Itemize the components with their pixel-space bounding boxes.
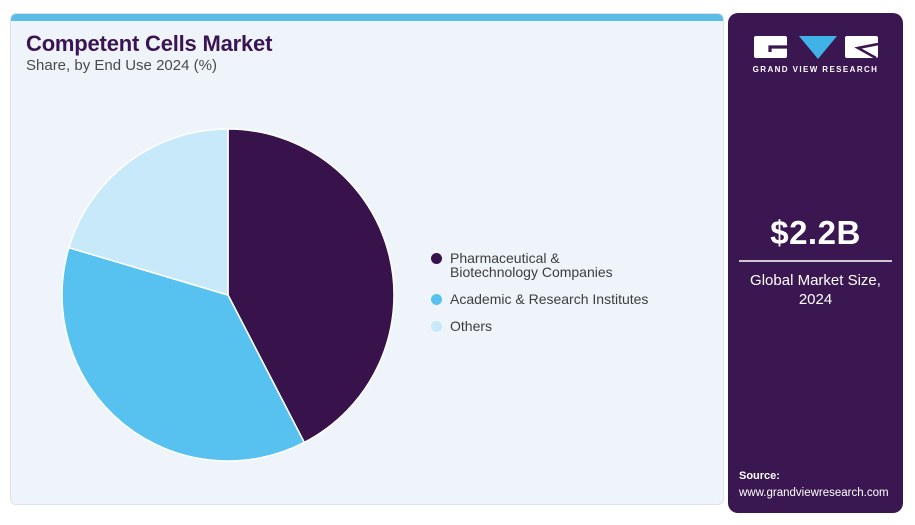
legend-item: Academic & Research Institutes: [431, 292, 648, 306]
source-label: Source:: [739, 470, 780, 482]
source-url-link[interactable]: www.grandviewresearch.com: [739, 487, 889, 499]
pie-chart: [56, 123, 400, 467]
market-size-block: $2.2B Global Market Size, 2024: [728, 214, 903, 309]
source-block: Source: www.grandviewresearch.com: [739, 469, 889, 501]
market-size-label: Global Market Size, 2024: [750, 272, 881, 308]
chart-title: Competent Cells Market: [26, 31, 273, 56]
legend-item: Others: [431, 319, 648, 333]
pie-slice-1: [61, 246, 306, 462]
chart-subtitle: Share, by End Use 2024 (%): [26, 57, 217, 74]
legend-dot-icon: [431, 294, 442, 305]
market-size-divider: [739, 260, 892, 262]
gvr-logo: [728, 35, 903, 66]
pie-slice-2: [68, 128, 229, 296]
legend-dot-icon: [431, 321, 442, 332]
legend-label: Others: [450, 318, 493, 334]
pie-slice-0: [227, 128, 395, 444]
logo-wordmark: GRAND VIEW RESEARCH: [752, 65, 879, 74]
logo-r-glyph: [853, 42, 878, 60]
sidebar: GRAND VIEW RESEARCH $2.2B Global Market …: [728, 13, 903, 513]
legend-dot-icon: [431, 253, 442, 264]
logo-v-triangle-icon: [798, 36, 837, 59]
pie-chart-svg: [61, 128, 395, 462]
logo-g-glyph: [767, 45, 787, 52]
chart-card: Competent Cells Market Share, by End Use…: [10, 13, 724, 505]
legend-label: Academic & Research Institutes: [450, 291, 649, 307]
legend-label: Pharmaceutical & Biotechnology Companies: [450, 250, 613, 280]
market-size-value: $2.2B: [770, 214, 861, 251]
legend: Pharmaceutical & Biotechnology Companies…: [431, 251, 648, 333]
legend-item: Pharmaceutical & Biotechnology Companies: [431, 251, 648, 279]
gvr-logo-icon: [753, 36, 878, 60]
card-accent-bar: [11, 14, 723, 21]
